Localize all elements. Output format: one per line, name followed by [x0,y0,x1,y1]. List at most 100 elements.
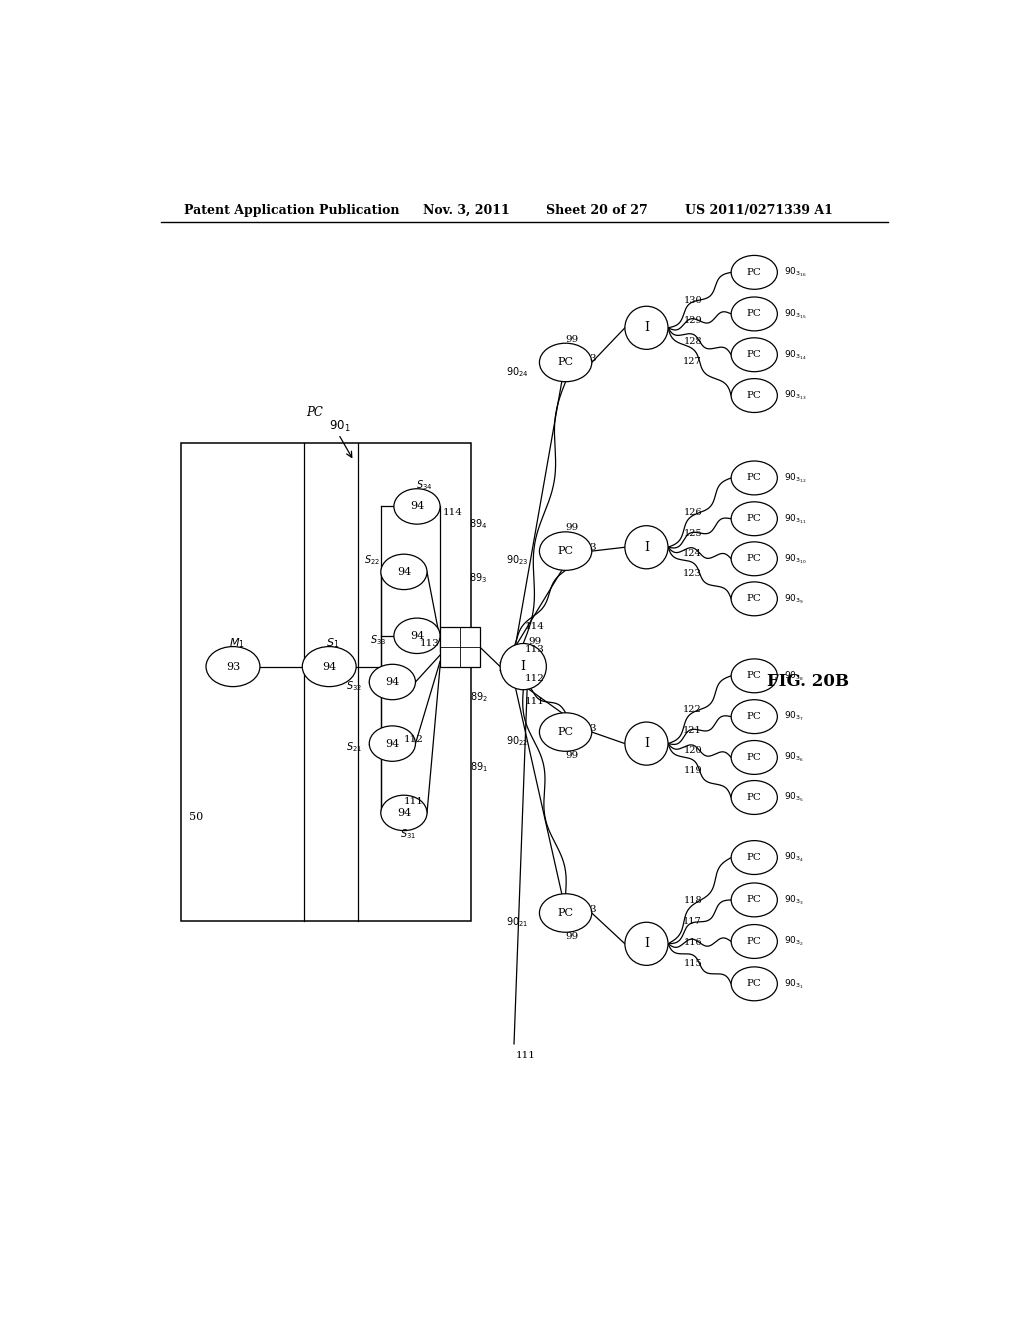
Text: $90_{23}$: $90_{23}$ [506,553,528,568]
Ellipse shape [540,532,592,570]
Text: $90_{3_9}$: $90_{3_9}$ [783,593,804,606]
Text: $S_{34}$: $S_{34}$ [417,478,433,492]
Text: 3: 3 [589,723,596,733]
Text: 127: 127 [683,358,702,366]
Text: 94: 94 [410,502,424,511]
Text: 94: 94 [410,631,424,640]
Text: PC: PC [558,908,573,917]
Text: 118: 118 [683,896,702,906]
Text: 123: 123 [683,569,702,578]
Text: 111: 111 [404,797,424,805]
Text: 94: 94 [396,808,411,818]
Text: 122: 122 [683,705,702,714]
Text: $S_1$: $S_1$ [327,636,340,651]
Ellipse shape [731,543,777,576]
Text: 121: 121 [683,726,702,735]
Ellipse shape [206,647,260,686]
Ellipse shape [731,841,777,875]
Text: PC: PC [746,474,762,482]
Text: Sheet 20 of 27: Sheet 20 of 27 [547,205,648,218]
Text: $90_{3_{12}}$: $90_{3_{12}}$ [783,471,806,484]
Ellipse shape [731,582,777,615]
Text: PC: PC [746,895,762,904]
Ellipse shape [731,883,777,917]
Ellipse shape [540,713,592,751]
Text: $90_{3_{14}}$: $90_{3_{14}}$ [783,348,807,362]
Text: $90_{3_8}$: $90_{3_8}$ [783,669,804,682]
Text: $S_{22}$: $S_{22}$ [364,553,380,568]
Ellipse shape [731,379,777,412]
Text: 117: 117 [683,917,702,927]
Text: 111: 111 [515,1051,536,1060]
Ellipse shape [625,722,668,766]
Text: I: I [644,541,649,554]
Ellipse shape [625,525,668,569]
Text: 112: 112 [404,735,424,744]
Text: $89_3$: $89_3$ [469,572,487,585]
Text: $90_1$: $90_1$ [330,418,351,434]
Text: PC: PC [746,793,762,803]
Text: 99: 99 [565,524,579,532]
Text: 115: 115 [683,960,702,969]
Text: I: I [644,321,649,334]
Text: 94: 94 [396,566,411,577]
Text: PC: PC [746,554,762,564]
Text: 129: 129 [683,317,702,325]
Ellipse shape [394,618,440,653]
Ellipse shape [500,644,547,689]
Text: $90_{24}$: $90_{24}$ [506,364,528,379]
Text: 93: 93 [226,661,240,672]
Text: 119: 119 [683,766,702,775]
Text: 113: 113 [420,639,439,648]
Text: I: I [644,937,649,950]
Ellipse shape [731,461,777,495]
Text: $S_{33}$: $S_{33}$ [371,632,387,647]
Ellipse shape [731,659,777,693]
Text: $90_{3_{16}}$: $90_{3_{16}}$ [783,265,806,279]
Text: Nov. 3, 2011: Nov. 3, 2011 [423,205,510,218]
Text: $90_{3_5}$: $90_{3_5}$ [783,791,804,804]
Text: 99: 99 [528,638,542,647]
Ellipse shape [731,966,777,1001]
Text: 94: 94 [323,661,336,672]
Ellipse shape [302,647,356,686]
Text: PC: PC [746,350,762,359]
Ellipse shape [731,741,777,775]
Text: 114: 114 [442,508,462,517]
Text: $90_{3_{13}}$: $90_{3_{13}}$ [783,389,806,403]
Text: PC: PC [746,309,762,318]
Ellipse shape [731,502,777,536]
Text: Patent Application Publication: Patent Application Publication [184,205,400,218]
Text: PC: PC [746,515,762,523]
Ellipse shape [731,700,777,734]
Text: PC: PC [746,713,762,721]
Text: 126: 126 [683,508,702,517]
Ellipse shape [540,343,592,381]
Text: $90_{3_{10}}$: $90_{3_{10}}$ [783,552,806,565]
Ellipse shape [381,795,427,830]
Ellipse shape [731,924,777,958]
Ellipse shape [540,894,592,932]
Text: PC: PC [746,391,762,400]
Text: $90_{3_1}$: $90_{3_1}$ [783,977,804,990]
Ellipse shape [625,923,668,965]
Text: $90_{3_4}$: $90_{3_4}$ [783,851,804,865]
Text: 3: 3 [589,354,596,363]
Text: $89_4$: $89_4$ [469,517,487,531]
Text: $S_{31}$: $S_{31}$ [399,828,416,841]
Text: $90_{3_{15}}$: $90_{3_{15}}$ [783,308,806,321]
Text: 111: 111 [525,697,545,706]
Text: I: I [644,737,649,750]
Text: 125: 125 [683,528,702,537]
Ellipse shape [731,780,777,814]
Text: $S_{21}$: $S_{21}$ [346,741,361,754]
Text: 50: 50 [189,812,204,822]
Text: 112: 112 [525,673,545,682]
Text: $90_{3_2}$: $90_{3_2}$ [783,935,804,948]
Bar [180,444,471,921]
Text: 94: 94 [385,677,399,686]
Text: 3: 3 [589,904,596,913]
Ellipse shape [394,488,440,524]
Text: 113: 113 [525,645,545,655]
Text: 94: 94 [385,739,399,748]
